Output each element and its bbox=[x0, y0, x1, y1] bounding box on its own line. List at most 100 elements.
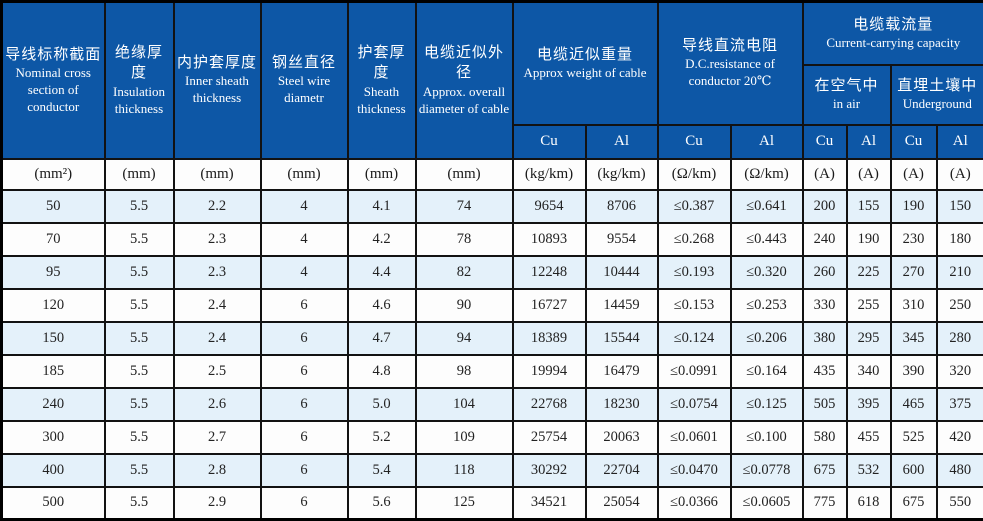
header-nominal-en: Nominal cross section of conductor bbox=[15, 65, 91, 114]
unit-cell: (mm) bbox=[103, 157, 175, 191]
table-row: 95 5.5 2.3 4 4.4 82 12248 10444 ≤0.193 ≤0.320 260 2… bbox=[0, 254, 983, 290]
cell: 5.5 bbox=[103, 320, 175, 356]
header-conductor-cu-weight: Cu bbox=[511, 123, 587, 160]
header-insulation-en: Insulation thickness bbox=[113, 83, 165, 116]
cell: ≤0.253 bbox=[729, 287, 804, 323]
cell: 6 bbox=[259, 386, 349, 422]
cell: 675 bbox=[889, 485, 938, 521]
cell: 280 bbox=[935, 320, 983, 356]
cell: 4.4 bbox=[346, 254, 417, 290]
cell: ≤0.320 bbox=[729, 254, 804, 290]
cell: 20063 bbox=[584, 419, 659, 455]
cell: 200 bbox=[801, 188, 848, 224]
cell: 225 bbox=[845, 254, 892, 290]
cell: 340 bbox=[845, 353, 892, 389]
table-row: 400 5.5 2.8 6 5.4 118 30292 22704 ≤0.0470 ≤0.0778… bbox=[0, 452, 983, 488]
cell: ≤0.100 bbox=[729, 419, 804, 455]
cell: 4.6 bbox=[346, 287, 417, 323]
cell: 505 bbox=[801, 386, 848, 422]
cell: ≤0.153 bbox=[656, 287, 732, 323]
cell: 455 bbox=[845, 419, 892, 455]
cell: 295 bbox=[845, 320, 892, 356]
cell: 4.1 bbox=[346, 188, 417, 224]
cell: 525 bbox=[889, 419, 938, 455]
cell: 82 bbox=[414, 254, 514, 290]
header-resistance-en: D.C.resistance of conductor 20℃ bbox=[685, 56, 775, 89]
table-row: 120 5.5 2.4 6 4.6 90 16727 14459 ≤0.153 ≤0.253 330… bbox=[0, 287, 983, 323]
table-row: 185 5.5 2.5 6 4.8 98 19994 16479 ≤0.0991 ≤0.164 43… bbox=[0, 353, 983, 389]
cell: 4.2 bbox=[346, 221, 417, 257]
cell: 6 bbox=[259, 287, 349, 323]
header-steel-wire-zh: 钢丝直径 bbox=[271, 55, 336, 72]
cell: 185 bbox=[0, 353, 106, 389]
unit-cell: (mm) bbox=[259, 157, 349, 191]
cell: 390 bbox=[889, 353, 938, 389]
cell: 320 bbox=[935, 353, 983, 389]
header-conductor-cu-resistance: Cu bbox=[656, 123, 732, 160]
cell: 10893 bbox=[511, 221, 587, 257]
header-diameter-en: Approx. overall diameter of cable bbox=[418, 83, 510, 116]
cell: ≤0.387 bbox=[656, 188, 732, 224]
cell: 25054 bbox=[584, 485, 659, 521]
cell: 400 bbox=[0, 452, 106, 488]
header-weight-en: Approx weight of cable bbox=[523, 64, 647, 80]
unit-cell: (mm) bbox=[414, 157, 514, 191]
cell: 25754 bbox=[511, 419, 587, 455]
unit-cell: (kg/km) bbox=[584, 157, 659, 191]
table-row: 50 5.5 2.2 4 4.1 74 9654 8706 ≤0.387 ≤0.641 200 155… bbox=[0, 188, 983, 224]
cell: 330 bbox=[801, 287, 848, 323]
cell: 18389 bbox=[511, 320, 587, 356]
cell: 4 bbox=[259, 188, 349, 224]
cell: ≤0.0366 bbox=[656, 485, 732, 521]
cell: 5.5 bbox=[103, 452, 175, 488]
header-conductor-cu-underground: Cu bbox=[889, 123, 938, 160]
cell: 78 bbox=[414, 221, 514, 257]
cell: 5.5 bbox=[103, 485, 175, 521]
header-dc-resistance-group: 导线直流电阻 D.C.resistance of conductor 20℃ bbox=[656, 0, 804, 126]
header-capacity-zh: 电缆载流量 bbox=[853, 16, 934, 33]
unit-cell: (A) bbox=[801, 157, 848, 191]
cell: 6 bbox=[259, 485, 349, 521]
cell: 480 bbox=[935, 452, 983, 488]
cell: ≤0.193 bbox=[656, 254, 732, 290]
unit-cell: (A) bbox=[889, 157, 938, 191]
unit-cell: (mm) bbox=[346, 157, 417, 191]
cell: 70 bbox=[0, 221, 106, 257]
cell: 34521 bbox=[511, 485, 587, 521]
cell: 465 bbox=[889, 386, 938, 422]
cell: 9554 bbox=[584, 221, 659, 257]
cell: 345 bbox=[889, 320, 938, 356]
cell: 2.2 bbox=[172, 188, 262, 224]
cell: 2.6 bbox=[172, 386, 262, 422]
cell: 8706 bbox=[584, 188, 659, 224]
cell: 4 bbox=[259, 254, 349, 290]
header-in-air-en: in air bbox=[832, 96, 861, 112]
cell: 240 bbox=[801, 221, 848, 257]
cell: 155 bbox=[845, 188, 892, 224]
cell: 230 bbox=[889, 221, 938, 257]
cell: 2.9 bbox=[172, 485, 262, 521]
header-underground-zh: 直埋土壤中 bbox=[897, 77, 978, 94]
header-conductor-al-resistance: Al bbox=[729, 123, 804, 160]
cell: 380 bbox=[801, 320, 848, 356]
cell: 5.5 bbox=[103, 287, 175, 323]
cell: 14459 bbox=[584, 287, 659, 323]
header-conductor-al-underground: Al bbox=[935, 123, 983, 160]
cell: 150 bbox=[0, 320, 106, 356]
header-nominal-zh: 导线标称截面 bbox=[5, 46, 102, 63]
cell: ≤0.0605 bbox=[729, 485, 804, 521]
header-nominal-cross-section: 导线标称截面 Nominal cross section of conducto… bbox=[0, 0, 106, 160]
cell: 2.8 bbox=[172, 452, 262, 488]
cell: 2.3 bbox=[172, 221, 262, 257]
cell: ≤0.125 bbox=[729, 386, 804, 422]
cell: 270 bbox=[889, 254, 938, 290]
cell: 5.5 bbox=[103, 386, 175, 422]
cell: ≤0.0601 bbox=[656, 419, 732, 455]
cell: 5.5 bbox=[103, 188, 175, 224]
cell: 5.2 bbox=[346, 419, 417, 455]
cell: 109 bbox=[414, 419, 514, 455]
cell: 50 bbox=[0, 188, 106, 224]
cell: 2.4 bbox=[172, 287, 262, 323]
cell: 5.5 bbox=[103, 254, 175, 290]
